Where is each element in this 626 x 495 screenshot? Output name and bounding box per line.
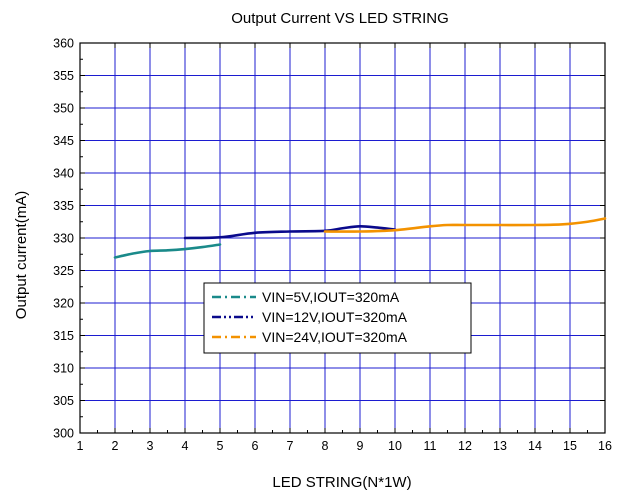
legend-label: VIN=5V,IOUT=320mA [262, 289, 400, 305]
x-tick-label: 10 [388, 439, 402, 453]
y-tick-label: 305 [53, 394, 74, 408]
grid-lines [80, 43, 605, 433]
y-tick-label: 300 [53, 427, 74, 441]
y-tick-label: 345 [53, 134, 74, 148]
x-tick-label: 8 [322, 439, 329, 453]
y-tick-label: 330 [53, 232, 74, 246]
axis-ticks: 1 2 3 4 5 6 7 8 9 10 11 12 13 14 15 1630030531031532032… [53, 37, 612, 454]
x-tick-label: 2 [112, 439, 119, 453]
x-tick-label: 13 [493, 439, 507, 453]
legend-label: VIN=12V,IOUT=320mA [262, 309, 408, 325]
y-tick-label: 355 [53, 69, 74, 83]
legend-label: VIN=24V,IOUT=320mA [262, 329, 408, 345]
x-tick-label: 15 [563, 439, 577, 453]
series-layer [113, 217, 607, 259]
y-tick-label: 310 [53, 362, 74, 376]
chart-title: Output Current VS LED STRING [231, 10, 449, 27]
x-tick-label: 6 [252, 439, 259, 453]
x-tick-label: 3 [147, 439, 154, 453]
series-line-1 [113, 243, 222, 259]
y-tick-label: 320 [53, 297, 74, 311]
x-tick-label: 9 [357, 439, 364, 453]
x-tick-label: 11 [424, 439, 437, 453]
legend: VIN=5V,IOUT=320mA VIN=12V,IOUT=320mA VIN=2… [203, 282, 472, 354]
y-tick-label: 350 [53, 102, 74, 116]
y-tick-label: 325 [53, 264, 74, 278]
x-tick-label: 16 [598, 439, 612, 453]
y-tick-label: 335 [53, 199, 74, 213]
x-tick-label: 14 [528, 439, 542, 453]
y-tick-label: 315 [53, 329, 74, 343]
y-tick-label: 360 [53, 37, 74, 51]
x-tick-label: 7 [287, 439, 294, 453]
x-tick-label: 12 [458, 439, 472, 453]
y-tick-label: 340 [53, 167, 74, 181]
x-tick-label: 4 [182, 439, 189, 453]
legend-box [203, 282, 472, 354]
series-line-3 [323, 217, 607, 233]
x-tick-label: 5 [217, 439, 224, 453]
y-axis-label: Output current(mA) [13, 191, 30, 319]
x-tick-label: 1 [77, 439, 84, 453]
x-axis-label: LED STRING(N*1W) [272, 474, 411, 491]
